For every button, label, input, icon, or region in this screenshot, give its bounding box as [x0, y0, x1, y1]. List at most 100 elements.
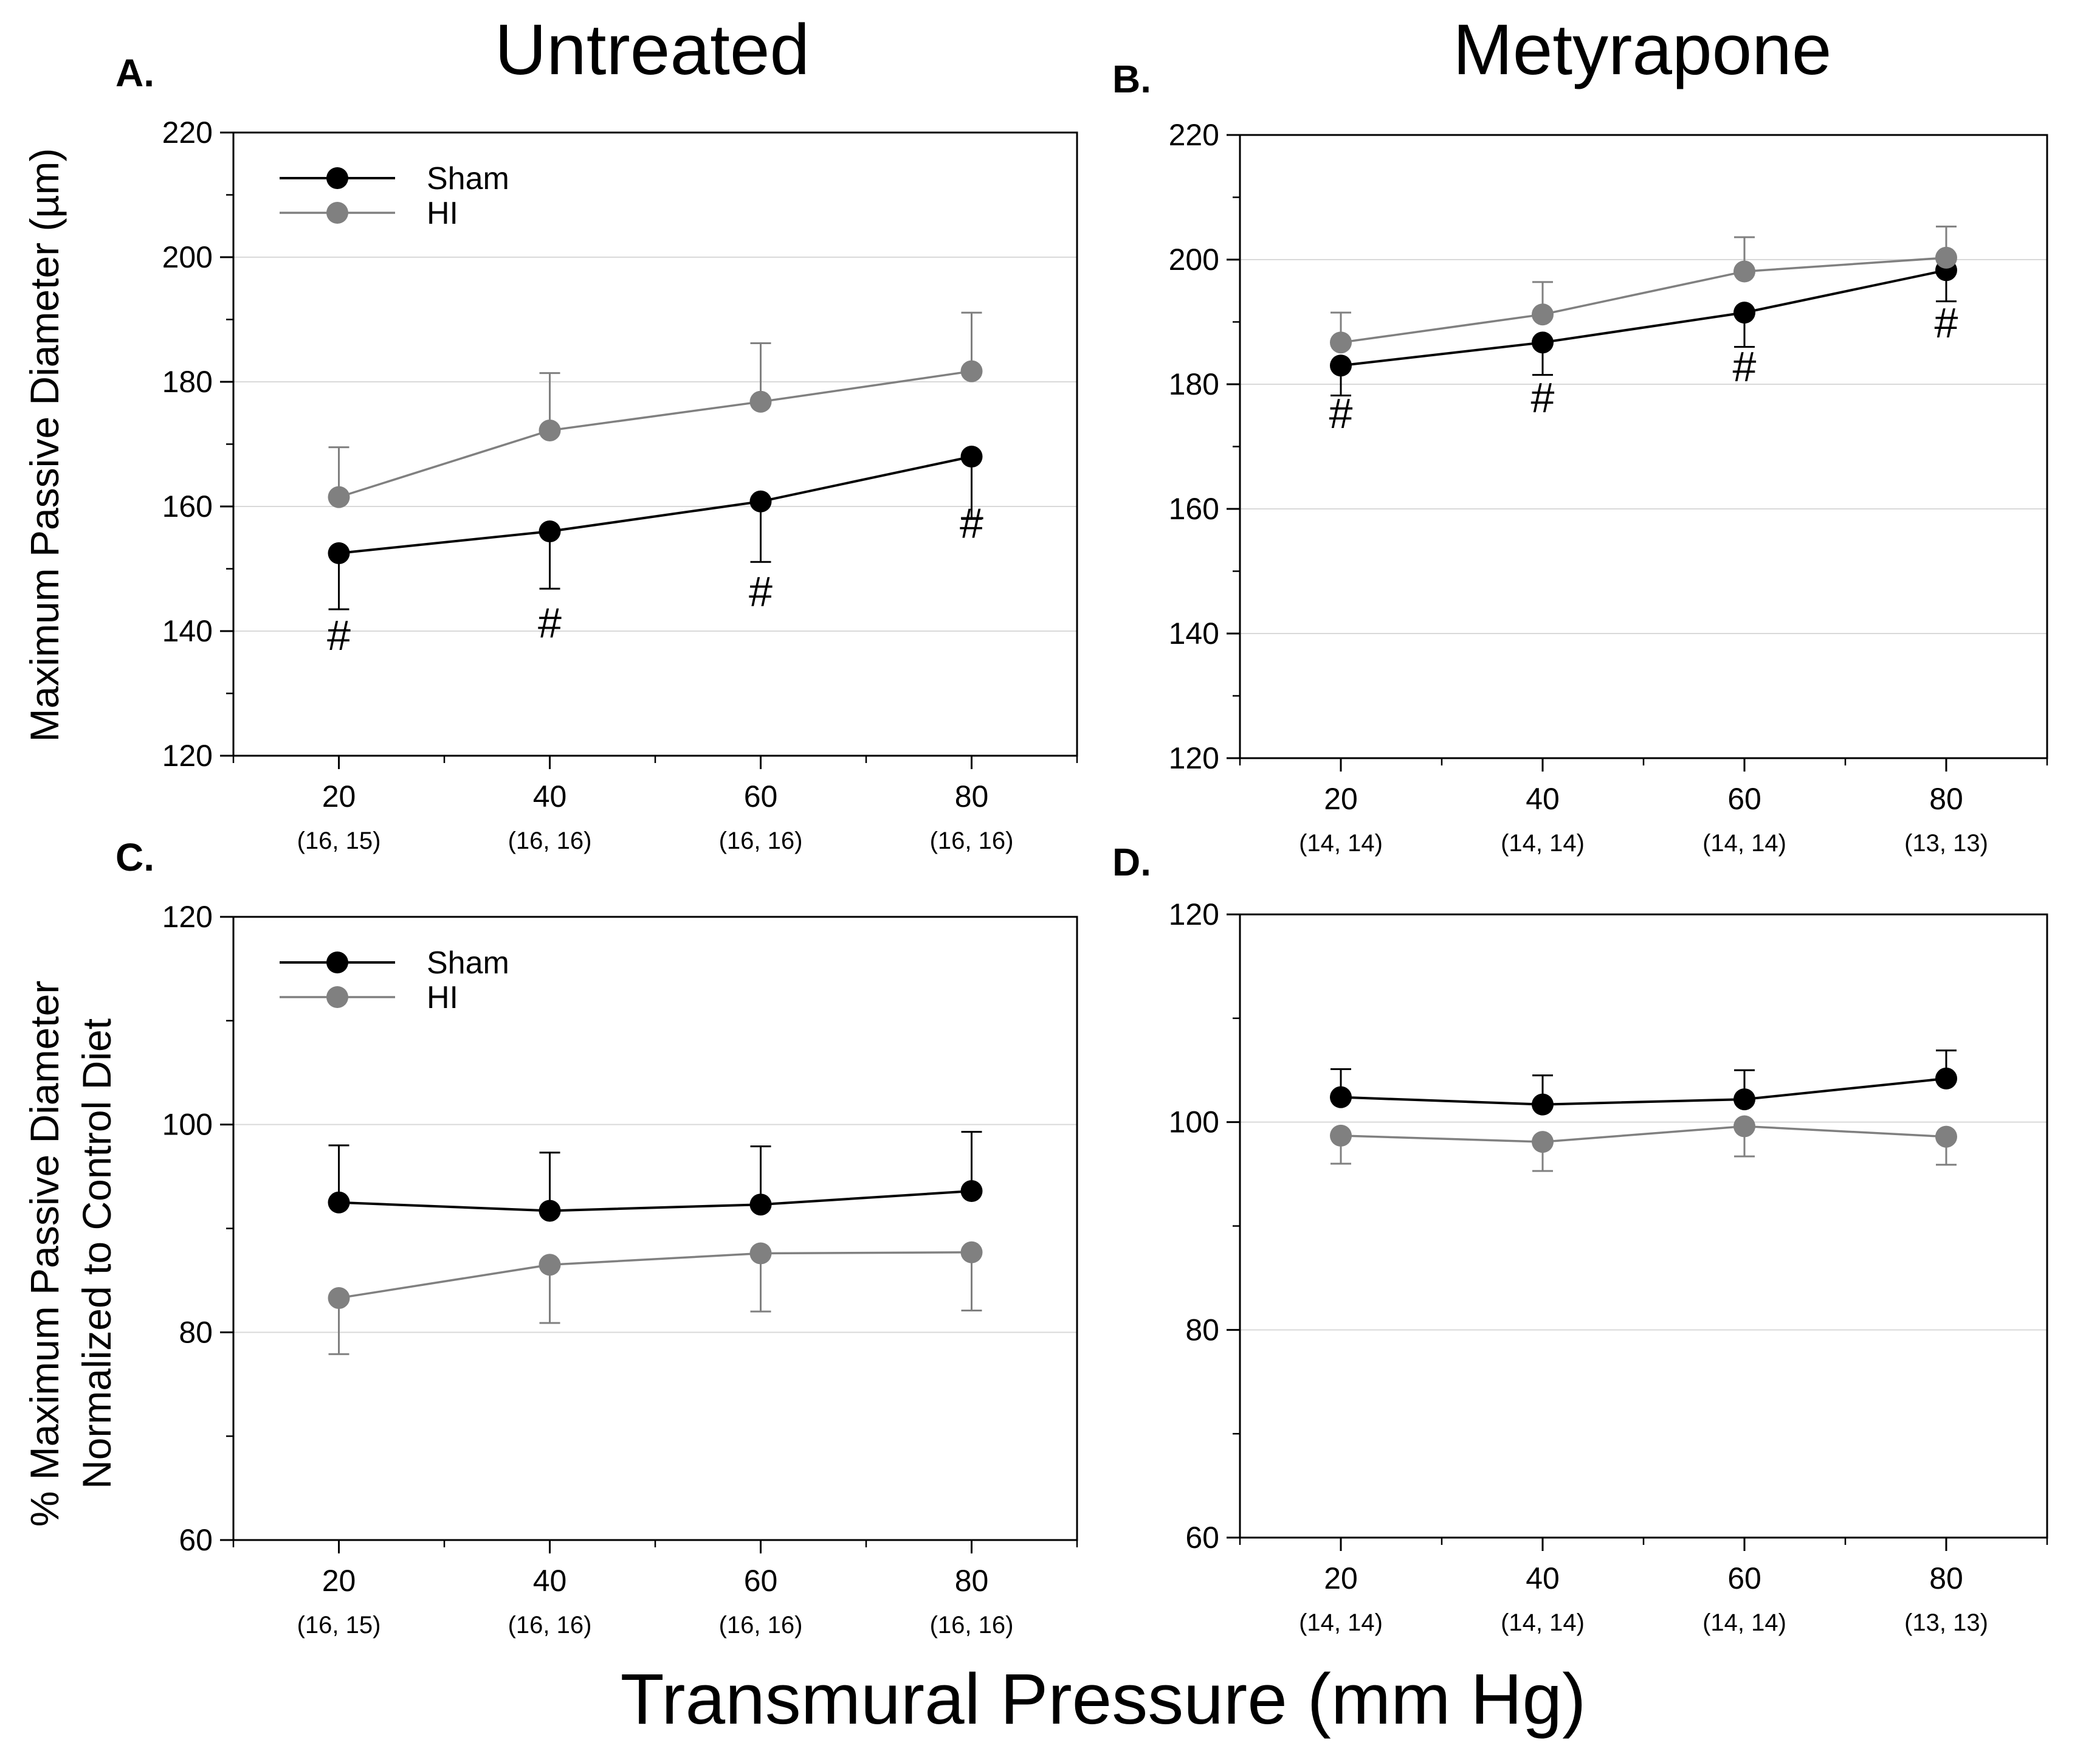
data-point — [1532, 331, 1554, 354]
legend-marker — [326, 951, 348, 973]
panel-letter: A. — [115, 51, 154, 95]
series-sham — [328, 1131, 983, 1222]
data-point — [1330, 354, 1352, 377]
data-point — [539, 520, 561, 542]
y-tick-label: 80 — [1185, 1313, 1219, 1347]
data-point — [749, 1193, 772, 1216]
significance-marker: # — [538, 599, 562, 646]
n-label: (16, 16) — [508, 1612, 592, 1639]
y-tick-label: 140 — [162, 614, 213, 648]
n-label: (14, 14) — [1299, 1609, 1383, 1636]
data-point — [1532, 1093, 1554, 1116]
y-axis-label-top: Maximum Passive Diameter (µm) — [22, 148, 67, 742]
column-title-metyrapone: Metyrapone — [1453, 10, 1831, 90]
panel-letter: C. — [115, 835, 154, 879]
data-point — [1935, 246, 1957, 269]
n-label: (14, 14) — [1702, 830, 1786, 857]
series-hi — [1330, 226, 1957, 354]
y-tick-label: 200 — [1169, 243, 1219, 277]
n-label: (13, 13) — [1904, 1609, 1988, 1636]
series-line — [1340, 257, 1947, 344]
x-tick-label: 60 — [744, 1564, 778, 1598]
y-tick-label: 120 — [1169, 897, 1219, 931]
series-line — [339, 1190, 972, 1212]
significance-marker: # — [1935, 299, 1958, 347]
plot-frame — [1239, 134, 2048, 759]
significance-marker: # — [1733, 343, 1757, 390]
series-sham — [1330, 1049, 1957, 1116]
y-tick-label: 100 — [162, 1108, 213, 1142]
data-point — [749, 390, 772, 413]
legend-label: Sham — [427, 945, 509, 981]
data-point — [1935, 1125, 1957, 1148]
x-tick-label: 60 — [744, 779, 778, 813]
panel-4: D. 60 80 100 120 20 (14, 14) 40 (14, 14) 60 (14, 1… — [1112, 840, 2048, 1636]
series-line — [1340, 1077, 1947, 1106]
series-line — [339, 1251, 972, 1299]
data-point — [1733, 302, 1755, 324]
panels: A. 120 140 160 180 200 220 20 (16, 15) 40 (16, 16)… — [115, 51, 2048, 1639]
data-point — [539, 419, 561, 441]
series-line — [339, 455, 972, 554]
x-tick-label: 40 — [1526, 1561, 1560, 1595]
n-label: (16, 15) — [297, 1612, 381, 1639]
series-sham — [328, 446, 983, 610]
x-tick-label: 40 — [533, 779, 567, 813]
significance-marker: # — [749, 568, 773, 615]
data-point — [1330, 331, 1352, 354]
y-tick-label: 100 — [1169, 1105, 1219, 1139]
y-tick-label: 60 — [179, 1523, 213, 1557]
y-tick-label: 120 — [162, 900, 213, 934]
y-axis-label-bottom-line1: % Maximum Passive Diameter — [22, 981, 67, 1527]
data-point — [960, 1241, 983, 1263]
data-point — [1330, 1086, 1352, 1108]
panel-3: C. 60 80 100 120 20 (16, 15) 40 (16, 16) 60 (16, 1… — [115, 835, 1078, 1639]
y-tick-label: 60 — [1185, 1521, 1219, 1555]
x-tick-label: 20 — [1324, 782, 1358, 816]
y-tick-label: 220 — [1169, 118, 1219, 152]
y-tick-label: 160 — [1169, 492, 1219, 526]
data-point — [1733, 1115, 1755, 1138]
legend-marker — [326, 167, 348, 189]
data-point — [328, 542, 350, 564]
n-label: (14, 14) — [1702, 1609, 1786, 1636]
y-tick-label: 180 — [162, 365, 213, 399]
x-tick-label: 20 — [1324, 1561, 1358, 1595]
n-label: (14, 14) — [1501, 1609, 1585, 1636]
x-tick-label: 40 — [1526, 782, 1560, 816]
n-label: (16, 16) — [930, 827, 1014, 854]
data-point — [1935, 1067, 1957, 1090]
x-tick-label: 60 — [1727, 1561, 1761, 1595]
n-label: (14, 14) — [1299, 830, 1383, 857]
column-title-untreated: Untreated — [495, 10, 810, 90]
panel-1: A. 120 140 160 180 200 220 20 (16, 15) 40 (16, 16)… — [115, 51, 1078, 854]
data-point — [328, 486, 350, 508]
data-point — [1532, 303, 1554, 326]
data-point — [960, 446, 983, 468]
series-sham — [1330, 259, 1957, 396]
legend-label: HI — [427, 980, 458, 1015]
x-tick-label: 80 — [1929, 782, 1963, 816]
significance-marker: # — [1531, 374, 1555, 421]
significance-marker: # — [327, 612, 351, 659]
x-tick-label: 20 — [322, 1564, 356, 1598]
n-label: (16, 16) — [508, 827, 592, 854]
x-tick-label: 40 — [533, 1564, 567, 1598]
legend-marker — [326, 986, 348, 1008]
legend-label: HI — [427, 196, 458, 231]
series-line — [1340, 269, 1947, 367]
plot-frame — [232, 916, 1078, 1541]
data-point — [539, 1200, 561, 1222]
data-point — [1330, 1124, 1352, 1147]
plot-frame — [1239, 913, 2048, 1539]
n-label: (13, 13) — [1904, 830, 1988, 857]
x-tick-label: 80 — [1929, 1561, 1963, 1595]
x-tick-label: 80 — [955, 779, 989, 813]
n-label: (16, 16) — [719, 1612, 803, 1639]
data-point — [749, 490, 772, 513]
data-point — [1733, 260, 1755, 283]
panel-letter: B. — [1112, 57, 1151, 101]
